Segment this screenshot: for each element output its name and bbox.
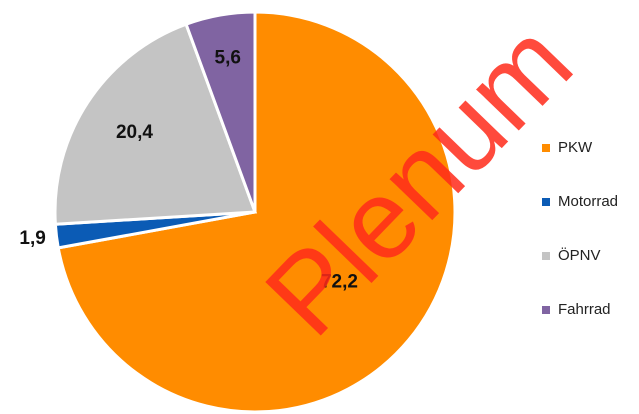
pie bbox=[53, 10, 457, 414]
data-label: 5,6 bbox=[215, 47, 241, 68]
legend-swatch bbox=[542, 306, 550, 314]
legend-label: Fahrrad bbox=[558, 301, 611, 318]
data-label: 72,2 bbox=[321, 271, 358, 292]
data-label: 20,4 bbox=[116, 122, 153, 143]
legend-swatch bbox=[542, 198, 550, 206]
legend-label: Motorrad bbox=[558, 193, 618, 210]
pie-slice bbox=[53, 22, 258, 226]
pie-slice bbox=[184, 10, 257, 213]
legend-label: ÖPNV bbox=[558, 246, 601, 264]
pie-slice bbox=[56, 10, 457, 414]
legend-swatch bbox=[542, 252, 550, 260]
data-label: 1,9 bbox=[19, 228, 45, 249]
legend: PKW Motorrad ÖPNV Fahrrad bbox=[542, 139, 618, 318]
legend-swatch bbox=[542, 144, 550, 152]
data-labels: 72,2 1,9 20,4 5,6 bbox=[19, 47, 358, 292]
legend-label: PKW bbox=[558, 139, 593, 156]
